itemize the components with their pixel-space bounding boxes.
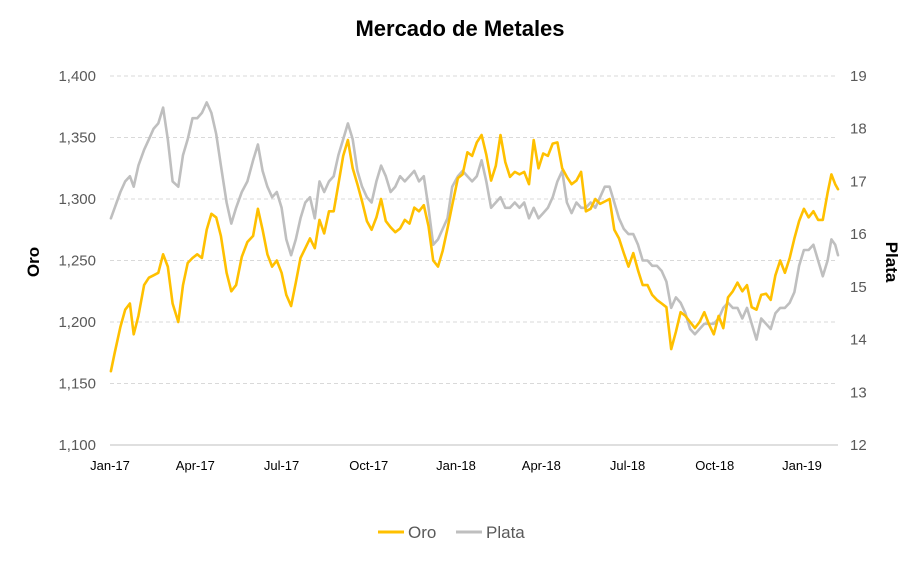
y-left-tick-label: 1,300 — [58, 191, 96, 208]
y-left-axis-title: Oro — [24, 247, 43, 277]
y-left-tick-label: 1,150 — [58, 376, 96, 393]
y-right-tick-label: 12 — [850, 437, 867, 454]
x-tick-label: Jan-18 — [436, 458, 476, 473]
chart-title: Mercado de Metales — [355, 16, 564, 41]
series-line-plata — [109, 101, 840, 341]
x-tick-label: Oct-17 — [349, 458, 388, 473]
x-tick-label: Jan-17 — [90, 458, 130, 473]
series-lines — [109, 101, 840, 373]
y-right-tick-label: 16 — [850, 226, 867, 243]
y-left-tick-label: 1,250 — [58, 253, 96, 270]
gridlines — [110, 75, 838, 384]
y-right-tick-label: 13 — [850, 384, 867, 401]
y-right-axis-title: Plata — [882, 242, 901, 283]
y-right-tick-label: 18 — [850, 121, 867, 138]
x-tick-label: Jul-17 — [264, 458, 299, 473]
x-tick-label: Jan-19 — [782, 458, 822, 473]
x-tick-label: Apr-18 — [522, 458, 561, 473]
y-right-tick-label: 14 — [850, 332, 867, 349]
y-right-tick-label: 15 — [850, 279, 867, 296]
x-tick-label: Jul-18 — [610, 458, 645, 473]
y-right-tick-label: 19 — [850, 68, 867, 85]
y-left-tick-label: 1,100 — [58, 437, 96, 454]
legend: Oro Plata — [378, 523, 525, 542]
x-tick-label: Apr-17 — [176, 458, 215, 473]
y-left-tick-label: 1,400 — [58, 68, 96, 85]
y-left-tick-label: 1,200 — [58, 314, 96, 331]
y-left-tick-label: 1,350 — [58, 130, 96, 147]
x-tick-label: Oct-18 — [695, 458, 734, 473]
y-right-tick-label: 17 — [850, 173, 867, 190]
legend-label-plata: Plata — [486, 523, 525, 542]
axes: 1,100 1,150 1,200 1,250 1,300 1,350 1,400 12 13 1… — [58, 68, 866, 473]
legend-label-oro: Oro — [408, 523, 436, 542]
series-line-oro — [109, 133, 840, 373]
